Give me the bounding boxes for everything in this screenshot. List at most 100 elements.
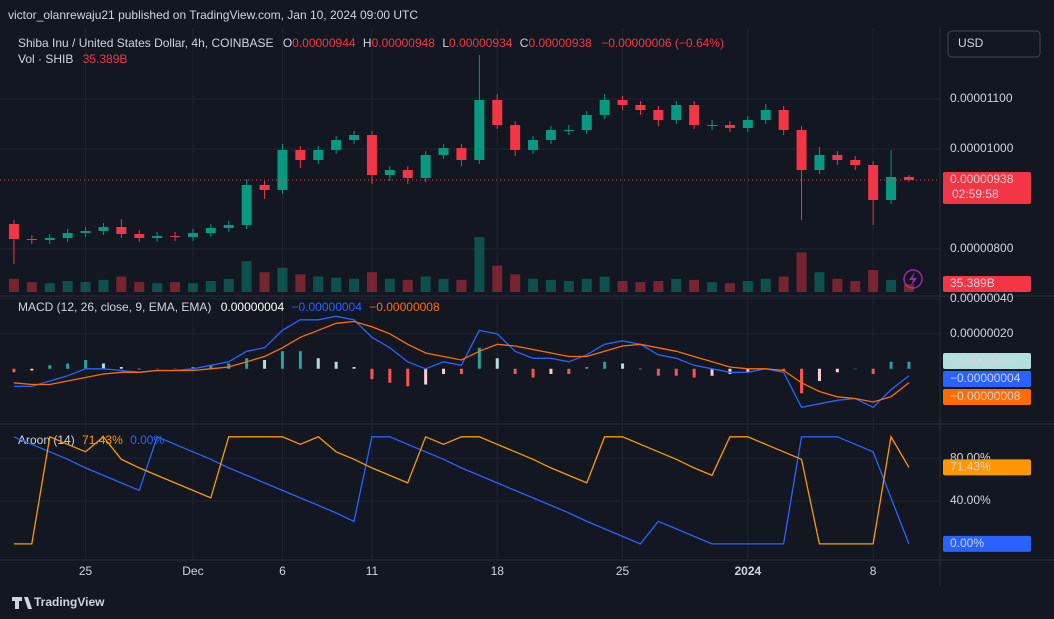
volume-bar [438,278,449,292]
macd-hist-bar [30,368,34,371]
macd-hist-bar [746,368,750,373]
candle-body [724,125,735,128]
volume-bar [635,282,646,292]
candle-body [170,236,181,237]
macd-signal-tag-bg [943,389,1031,405]
candle-body [313,150,324,160]
ohlc-value: 0.00000948 [372,36,436,50]
volume-bar [760,278,771,292]
volume-bar [832,278,843,292]
volume-bar [402,279,413,292]
alert-bolt [909,272,917,286]
currency-button[interactable] [947,30,1041,58]
macd-hist-tag-bg [943,353,1031,369]
volume-bar [796,252,807,292]
aroon-legend: Aroon (14) 71.43% 0.00% [18,433,164,447]
y-tick-label: 0.00001100 [950,91,1013,105]
candle-body [474,100,485,160]
macd-hist-bar [907,361,911,369]
volume-bar [98,279,109,292]
volume-bar [707,282,718,292]
macd-hist-bar [352,367,356,369]
alert-icon[interactable] [903,269,923,289]
volume-bar [420,276,431,292]
macd-hist-bar [871,368,875,374]
macd-hist-bar [674,368,678,376]
x-tick-label: 8 [870,564,877,578]
candle-body [635,105,646,110]
currency-label[interactable]: USD [958,36,984,50]
volume-bar [8,278,19,292]
macd-hist-bar [800,368,804,394]
price-change: −0.00000006 (−0.64%) [601,36,724,50]
candle-body [599,100,610,115]
candle-body [545,130,556,140]
aroon-title: Aroon (14) [18,433,75,447]
volume-bar [886,279,897,292]
macd-hist-value: 0.00000004 [221,300,285,314]
candle-body [581,115,592,130]
y-tick-label: 0.00001000 [950,141,1014,155]
volume-value: 35.389B [83,52,128,66]
candle-body [223,225,234,228]
footer-logo [12,597,32,609]
macd-hist-bar [280,351,284,369]
candle-body [563,130,574,131]
volume-bar [653,281,664,292]
volume-bar [742,281,753,292]
macd-hist-bar [621,363,625,369]
macd-legend: MACD (12, 26, close, 9, EMA, EMA) 0.0000… [18,300,440,314]
volume-bar [331,277,342,292]
y-tick-label: 0.00000020 [950,326,1014,340]
candle-body [62,233,73,238]
macd-hist-bar [227,363,231,369]
volume-bar [724,283,735,292]
volume-bar [492,265,503,292]
volume-bar [134,282,145,292]
volume-bar [366,272,377,292]
x-tick-label: 25 [616,564,630,578]
macd-hist-bar [495,358,499,369]
macd-hist-tag: 0.00000004 [950,353,1014,367]
x-tick-label: 11 [366,564,379,578]
macd-hist-bar [817,368,821,381]
macd-hist-bar [137,368,141,370]
candle-body [742,120,753,128]
macd-hist-bar [835,368,839,373]
volume-bar [384,278,395,292]
macd-hist-bar [12,368,16,373]
candle-body [402,170,413,178]
price-tag-bg [943,172,1031,204]
candle-body [420,155,431,178]
macd-hist-bar [388,368,392,383]
macd-hist-bar [853,368,857,370]
candle-body [456,148,467,160]
macd-hist-bar [263,360,267,369]
volume-bar [671,278,682,292]
volume-bar [295,274,306,292]
price-legend: Shiba Inu / United States Dollar, 4h, CO… [18,36,724,50]
macd-hist-bar [782,368,786,371]
volume-bar [205,281,216,292]
aroon-down-value: 0.00% [130,433,164,447]
footer-brand: TradingView [34,595,105,609]
volume-bar [62,281,73,292]
candle-body [295,150,306,160]
aroon-down-tag-bg [943,535,1031,552]
volume-legend: Vol · SHIB 35.389B [18,52,127,66]
volume-bar [116,276,127,292]
candle-body [689,105,700,125]
macd-hist-bar [889,361,893,369]
volume-bar [44,283,55,292]
candle-body [886,177,897,200]
volume-bar [313,276,324,292]
candle-body [850,160,861,165]
x-tick-label: 25 [79,564,93,578]
volume-bar [581,278,592,292]
candle-body [98,227,109,231]
candle-body [152,236,163,238]
macd-hist-bar [585,367,589,369]
y-tick-label: 40.00% [950,493,991,507]
macd-hist-bar [603,361,607,369]
macd-hist-bar [316,358,320,369]
